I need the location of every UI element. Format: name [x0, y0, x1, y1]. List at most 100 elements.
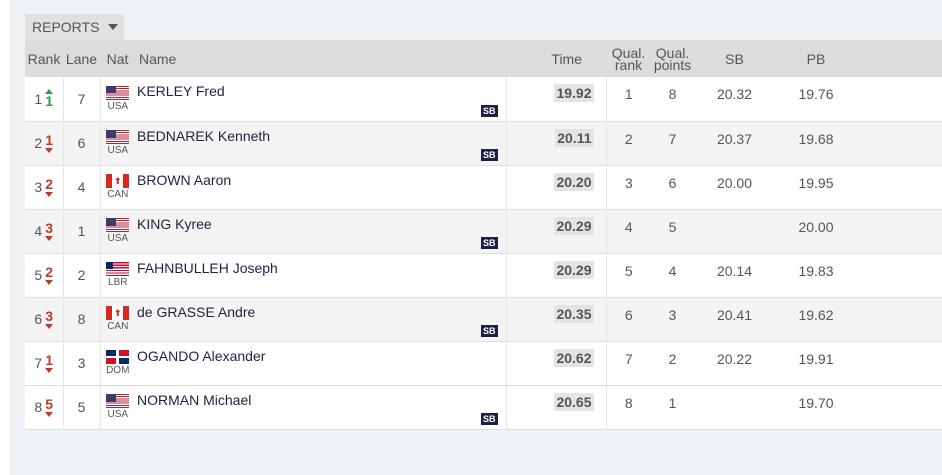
- header-qual-points[interactable]: Qual. points: [651, 40, 694, 77]
- header-rank[interactable]: Rank: [27, 50, 61, 67]
- table-row[interactable]: 8 5 5 USA NORMAN Michael SB 20.65 8 1: [25, 385, 942, 429]
- qual-points-cell: 4: [668, 262, 677, 279]
- reports-dropdown[interactable]: REPORTS: [25, 14, 124, 40]
- sb-cell: 20.37: [716, 130, 753, 147]
- time-cell: 20.20: [506, 165, 607, 209]
- arrow-down-icon: [45, 191, 54, 197]
- rank-cell: 2 1: [25, 121, 64, 165]
- sb-cell: 20.32: [716, 86, 753, 102]
- sb-cell: [694, 385, 775, 429]
- time-value: 20.62: [554, 348, 594, 367]
- rank-cell: 7 1: [25, 341, 64, 385]
- arrow-down-icon: [45, 279, 54, 285]
- caret-down-icon: [108, 24, 119, 30]
- name-cell: BEDNAREK Kenneth SB: [135, 121, 507, 165]
- time-cell: 20.11: [506, 121, 607, 165]
- header-sb[interactable]: SB: [725, 50, 744, 67]
- nat-code: USA: [107, 233, 129, 244]
- sb-cell: 20.14: [716, 262, 753, 279]
- rank-movement-value: 2: [45, 263, 54, 280]
- header-nat[interactable]: Nat: [106, 50, 129, 67]
- rank-number: 1: [34, 90, 43, 107]
- qual-points-cell: 1: [668, 394, 677, 411]
- header-qual-rank[interactable]: Qual. rank: [606, 40, 651, 77]
- athlete-name-link[interactable]: OGANDO Alexander: [137, 347, 266, 364]
- table-row[interactable]: 4 3 1 USA KING Kyree SB 20.29 4 5 20.0: [25, 209, 942, 253]
- athlete-name-link[interactable]: de GRASSE Andre: [137, 303, 256, 320]
- rank-movement-value: 2: [45, 175, 54, 192]
- table-row[interactable]: 7 1 3 DOM OGANDO Alexander 20.62 7 2 20.…: [25, 341, 942, 385]
- rank-cell: 1 1: [25, 77, 64, 121]
- rank-movement: 3: [45, 307, 54, 329]
- lane-cell: 3: [63, 341, 101, 385]
- athlete-name-link[interactable]: NORMAN Michael: [137, 391, 252, 408]
- athlete-name-link[interactable]: KERLEY Fred: [137, 83, 225, 99]
- qual-points-cell: 6: [668, 174, 677, 191]
- rank-cell: 8 5: [25, 385, 64, 429]
- time-cell: 20.29: [506, 209, 607, 253]
- rank-movement-value: 5: [45, 395, 54, 412]
- nat-cell: CAN: [100, 165, 135, 209]
- spacer-cell: [857, 297, 942, 341]
- athlete-name-link[interactable]: FAHNBULLEH Joseph: [137, 259, 278, 276]
- rank-movement: 2: [45, 263, 54, 285]
- header-spacer: [857, 40, 942, 77]
- name-cell: OGANDO Alexander: [135, 341, 507, 385]
- rank-cell: 3 2: [25, 165, 64, 209]
- table-row[interactable]: 3 2 4 CAN BROWN Aaron 20.20 3 6 20.00: [25, 165, 942, 209]
- table-row[interactable]: 6 3 8 CAN de GRASSE Andre SB 20.35 6 3 2…: [25, 297, 942, 341]
- spacer-cell: [857, 121, 942, 165]
- time-value: 19.92: [554, 84, 594, 102]
- reports-label: REPORTS: [32, 19, 100, 35]
- arrow-down-icon: [45, 411, 54, 417]
- rank-number: 4: [34, 223, 43, 239]
- athlete-name-link[interactable]: BEDNAREK Kenneth: [137, 127, 271, 144]
- time-value: 20.29: [554, 260, 594, 279]
- sb-badge: SB: [480, 236, 498, 249]
- lane-cell: 6: [63, 121, 101, 165]
- name-cell: KERLEY Fred SB: [135, 77, 507, 121]
- rank-movement-value: 3: [45, 219, 54, 236]
- rank-movement: 5: [45, 395, 54, 417]
- sb-cell: 20.00: [716, 174, 753, 191]
- spacer-cell: [857, 165, 942, 209]
- rank-cell: 4 3: [25, 209, 64, 253]
- athlete-name-link[interactable]: BROWN Aaron: [137, 171, 232, 188]
- nat-cell: USA: [100, 121, 135, 165]
- flag-dom-icon: [106, 350, 130, 364]
- lane-cell: 4: [63, 165, 101, 209]
- pb-cell: 19.83: [798, 262, 834, 279]
- qual-rank-cell: 8: [605, 385, 651, 429]
- rank-movement-value: 1: [45, 131, 54, 148]
- rank-number: 7: [34, 355, 43, 371]
- qual-points-cell: 5: [668, 218, 677, 235]
- header-name[interactable]: Name: [139, 50, 177, 67]
- table-row[interactable]: 5 2 2 LBR FAHNBULLEH Joseph 20.29 5 4 20…: [25, 253, 942, 297]
- header-time[interactable]: Time: [551, 50, 582, 67]
- lane-cell: 5: [63, 385, 101, 429]
- table-row[interactable]: 1 1 7 USA KERLEY Fred SB 19.92 1 8 20.32: [25, 77, 942, 121]
- nat-code: USA: [107, 409, 129, 420]
- flag-lbr-icon: [106, 262, 130, 276]
- pb-cell: 19.91: [798, 350, 834, 367]
- sb-cell: [694, 209, 775, 253]
- nat-code: USA: [107, 100, 129, 112]
- table-header: Rank Lane Nat Name Time Qual. rank Qual.…: [25, 40, 942, 77]
- rank-movement-value: 3: [45, 307, 54, 324]
- nat-cell: USA: [100, 385, 135, 429]
- athlete-name-link[interactable]: KING Kyree: [137, 215, 212, 232]
- nat-code: CAN: [107, 189, 129, 200]
- rank-movement-value: 1: [45, 351, 54, 368]
- header-pb[interactable]: PB: [806, 50, 826, 67]
- rank-cell: 5 2: [25, 253, 64, 297]
- table-row[interactable]: 2 1 6 USA BEDNAREK Kenneth SB 20.11 2 7 …: [25, 121, 942, 165]
- sb-badge: SB: [480, 412, 498, 425]
- name-cell: BROWN Aaron: [135, 165, 507, 209]
- qual-rank-cell: 2: [605, 121, 651, 165]
- rank-number: 2: [34, 135, 43, 151]
- rank-movement: 2: [45, 175, 54, 197]
- header-lane[interactable]: Lane: [65, 50, 98, 67]
- qual-rank-cell: 5: [605, 253, 651, 297]
- rank-number: 3: [34, 179, 43, 195]
- header-qual-rank-line1: Qual.: [611, 44, 646, 61]
